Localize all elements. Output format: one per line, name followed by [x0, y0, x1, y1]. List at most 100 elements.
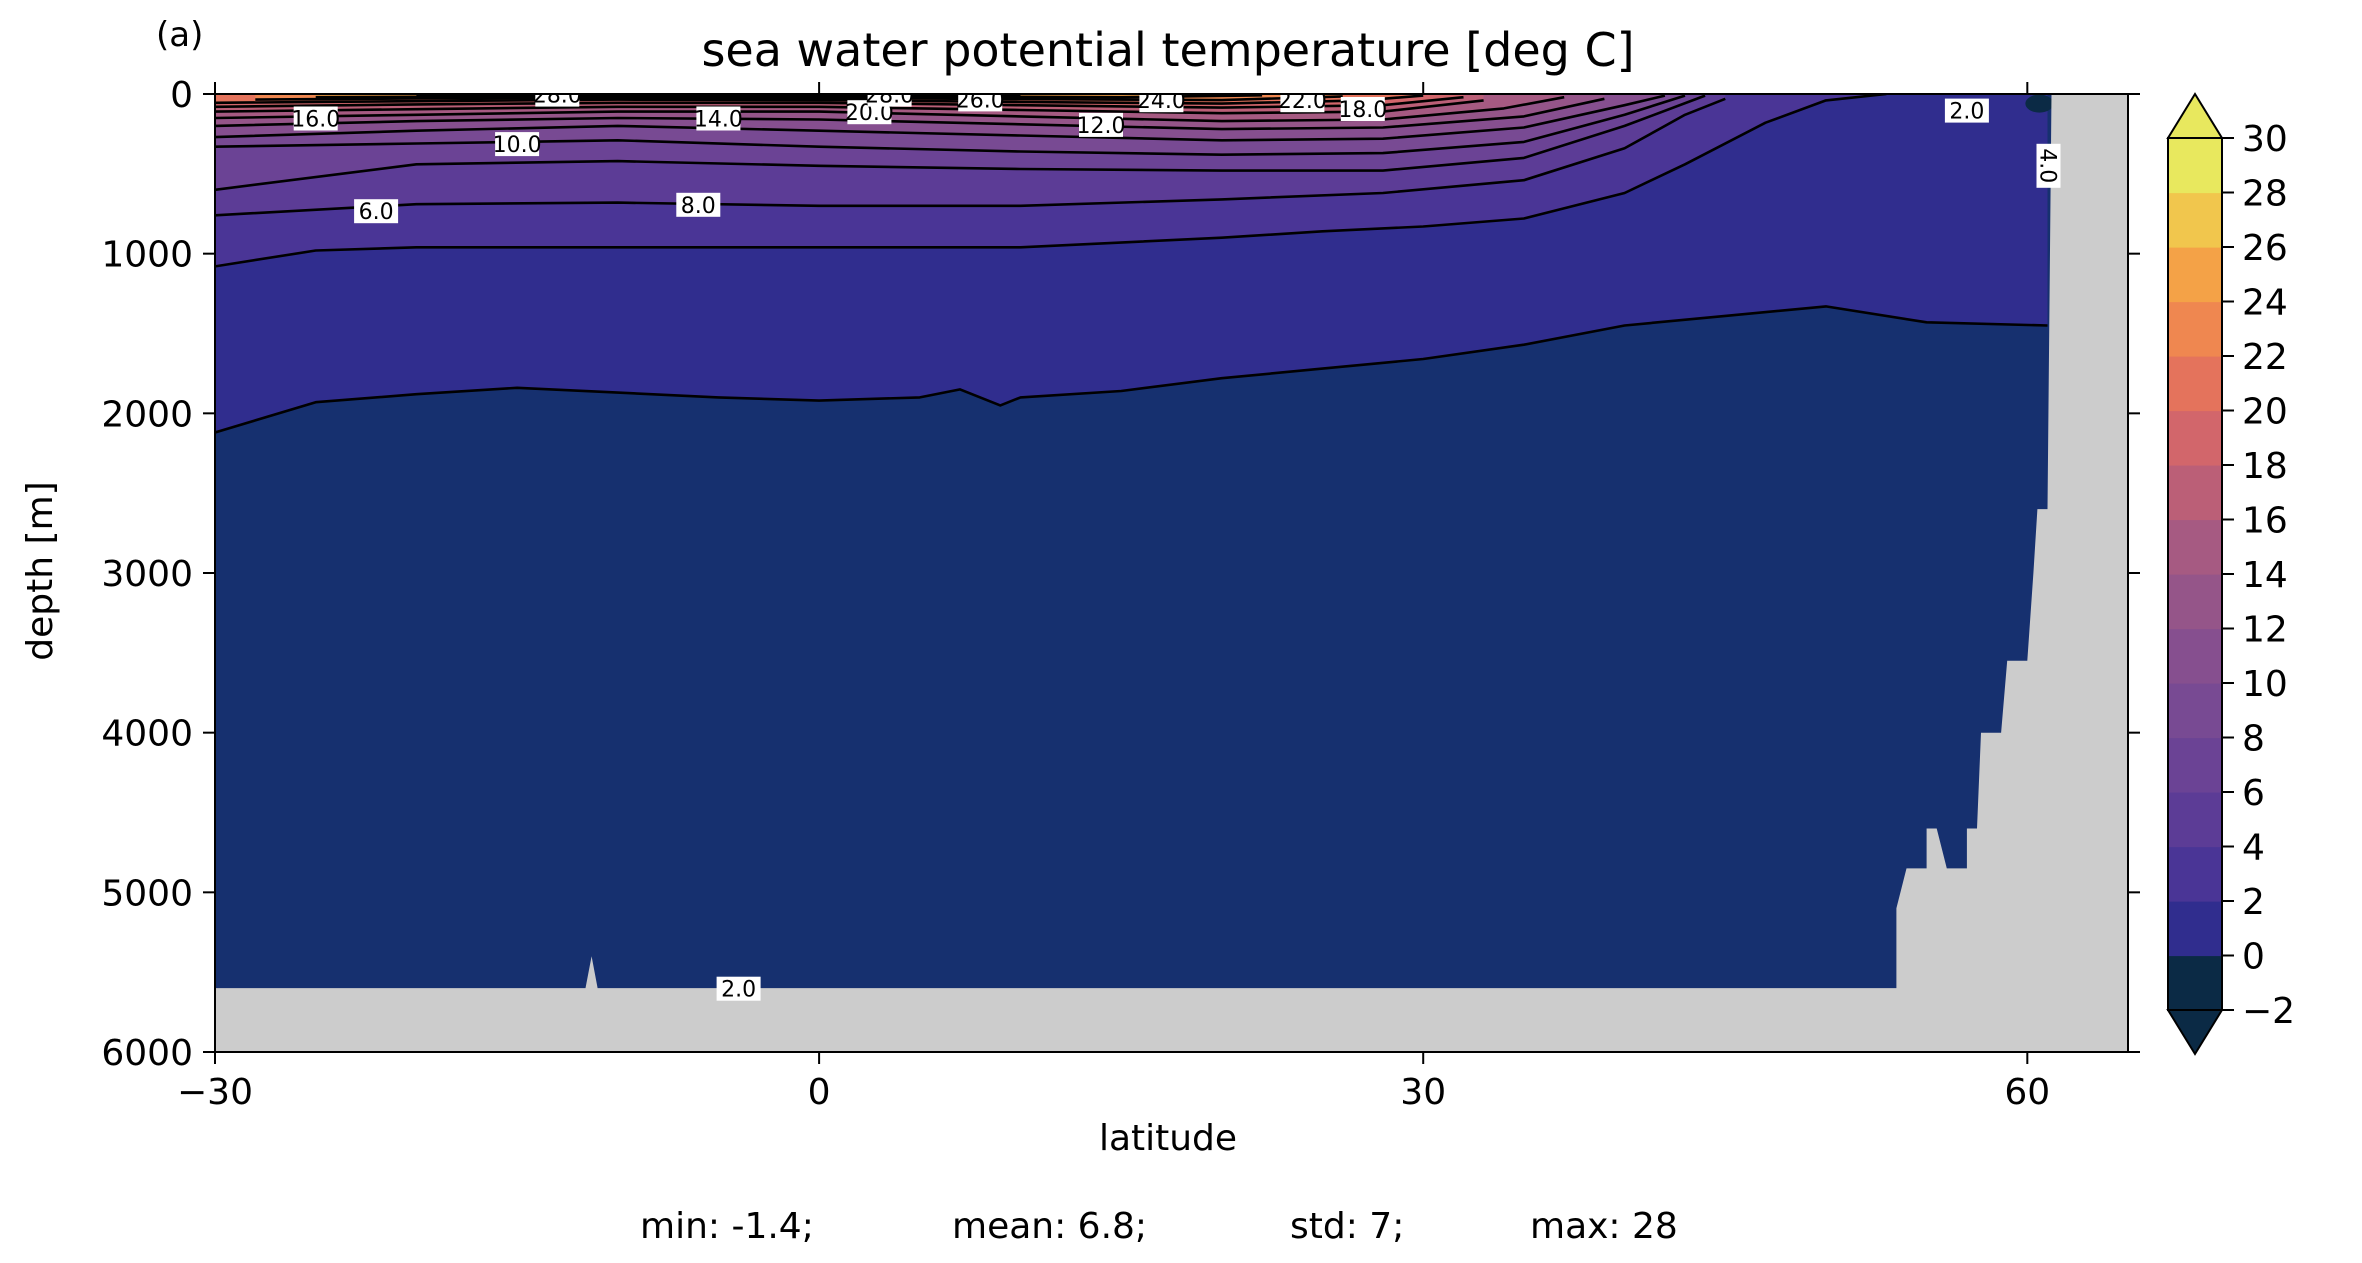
- isotherm-lines: [215, 94, 2048, 434]
- isotherm-label-10-0: 10.0: [493, 132, 542, 158]
- isotherm-label-24-0: 24.0: [1137, 89, 1186, 114]
- isotherm-label-text: 12.0: [1077, 114, 1126, 139]
- colorbar-segment: [2168, 683, 2222, 739]
- isotherm-label-28-1: 28.0: [865, 84, 914, 109]
- stat-min: min: -1.4;: [640, 1206, 814, 1247]
- colorbar-tick-label: 0: [2242, 937, 2265, 978]
- isotherm-8: [215, 94, 1706, 192]
- y-axis-label: depth [m]: [20, 481, 61, 660]
- isotherm-label-text: 24.0: [1137, 89, 1186, 114]
- colorbar-tick-label: 6: [2242, 773, 2265, 814]
- colorbar-segment: [2168, 138, 2222, 194]
- isotherm-label-box: [495, 132, 540, 157]
- isotherm-label-box: [867, 94, 912, 107]
- isotherm-label-text: 2.0: [721, 978, 756, 1003]
- chart-title: sea water potential temperature [deg C]: [701, 23, 1634, 77]
- colorbar-segment: [2168, 901, 2222, 957]
- isotherm-label-box: [1944, 98, 1989, 123]
- isotherm-14: [215, 97, 1605, 131]
- isotherm-label-box: [716, 976, 761, 1001]
- isotherm-label-12-0: 12.0: [1077, 112, 1126, 139]
- isotherm-label-text: 6.0: [359, 200, 394, 225]
- isotherm-label-6-0: 6.0: [354, 199, 399, 225]
- isotherm-label-text: 28.0: [865, 84, 914, 109]
- y-tick-label: 4000: [101, 714, 193, 755]
- isotherm-label-box: [1139, 94, 1184, 113]
- isotherm-label-text: 26.0: [956, 88, 1005, 113]
- colorbar-segment: [2168, 955, 2222, 1011]
- x-tick-label: −30: [177, 1072, 253, 1113]
- colorbar-tick-label: 14: [2242, 555, 2288, 596]
- colorbar-segment: [2168, 192, 2222, 248]
- isotherm-label-18-0: 18.0: [1338, 97, 1387, 123]
- colorbar-tick-label: 24: [2242, 283, 2288, 324]
- isotherm-label-box: [2036, 143, 2061, 188]
- isotherm-4: [215, 94, 1887, 268]
- y-tick-label: 1000: [101, 235, 193, 276]
- x-axis: −30 0 30 60: [177, 82, 2050, 1113]
- isotherm-label-box: [1280, 94, 1325, 113]
- colorbar-tick-label: 8: [2242, 719, 2265, 760]
- isotherm-label-box: [1340, 97, 1385, 121]
- isotherm-label-box: [354, 199, 399, 224]
- y-axis: 0 1000 2000 3000 4000 5000 6000: [101, 75, 2140, 1074]
- colorbar-extend-min: [2166, 1009, 2224, 1056]
- isotherm-label-text: 8.0: [681, 194, 716, 219]
- colorbar-segment: [2168, 465, 2222, 521]
- isotherm-22: [215, 94, 1424, 105]
- x-tick-label: 0: [808, 1072, 831, 1113]
- colorbar-segment: [2168, 247, 2222, 303]
- stat-max: max: 28: [1530, 1206, 1678, 1247]
- x-tick-label: 60: [2004, 1072, 2050, 1113]
- isotherm-label-text: 10.0: [493, 133, 542, 158]
- isotherm-label-text: 4.0: [2035, 148, 2060, 183]
- isotherm-label-box: [958, 94, 1003, 112]
- isotherm-label-2-0: 2.0: [716, 976, 761, 1003]
- isotherm-labels: 2.02.04.06.0 8.010.012.014.016.0 18.020.0 2…: [291, 84, 2061, 1003]
- isotherm-label-text: 14.0: [694, 108, 743, 133]
- isotherm-label-text: 18.0: [1338, 98, 1387, 123]
- x-tick-label: 30: [1400, 1072, 1446, 1113]
- colorbar-tick-label: 10: [2242, 664, 2288, 705]
- stat-std: std: 7;: [1290, 1206, 1404, 1247]
- isotherm-label-box: [676, 192, 721, 217]
- colorbar-segment: [2168, 737, 2222, 793]
- plot-area: 2.02.04.06.0 8.010.012.014.016.0 18.020.0 2…: [215, 84, 2128, 1052]
- isotherm-label-box: [293, 106, 338, 131]
- land-mask: [215, 94, 2128, 1052]
- colorbar-segment: [2168, 846, 2222, 902]
- isotherm-label-26-0: 26.0: [956, 88, 1005, 113]
- isotherm-label-box: [535, 94, 580, 107]
- panel-label: (a): [156, 15, 203, 55]
- colorbar-tick-label: 4: [2242, 828, 2265, 869]
- stats-line: min: -1.4; mean: 6.8; std: 7; max: 28: [640, 1206, 1678, 1247]
- isotherm-6: [215, 97, 1726, 217]
- seafloor-mask: [215, 94, 2128, 1052]
- isotherm-12: [215, 94, 1666, 142]
- colorbar-tick-label: 18: [2242, 446, 2288, 487]
- isotherm-label-4-0: 4.0: [2035, 143, 2061, 188]
- y-tick-label: 2000: [101, 394, 193, 435]
- colorbar-tick-label: 12: [2242, 610, 2288, 651]
- colorbar-tick-label: −2: [2242, 991, 2295, 1032]
- colorbar-segment: [2168, 628, 2222, 684]
- colorbar-segment: [2168, 574, 2222, 630]
- colorbar-tick-label: 26: [2242, 228, 2288, 269]
- band-below-0: [2025, 94, 2054, 113]
- x-axis-label: latitude: [1099, 1118, 1237, 1159]
- colorbar-extend-max: [2166, 92, 2224, 139]
- isotherm-label-text: 22.0: [1278, 89, 1327, 114]
- y-tick-label: 0: [170, 75, 193, 116]
- isotherm-label-14-0: 14.0: [694, 106, 743, 133]
- isotherm-label-28-0: 28.0: [533, 94, 582, 109]
- isotherm-16: [215, 95, 1565, 123]
- temperature-bands: [215, 94, 2128, 1052]
- colorbar-tick-label: 16: [2242, 501, 2288, 542]
- colorbar-tick-label: 22: [2242, 337, 2288, 378]
- colorbar-segment: [2168, 356, 2222, 412]
- stat-mean: mean: 6.8;: [952, 1206, 1147, 1247]
- isotherm-label-16-0: 16.0: [291, 106, 340, 133]
- isotherm-label-22-0: 22.0: [1278, 89, 1327, 114]
